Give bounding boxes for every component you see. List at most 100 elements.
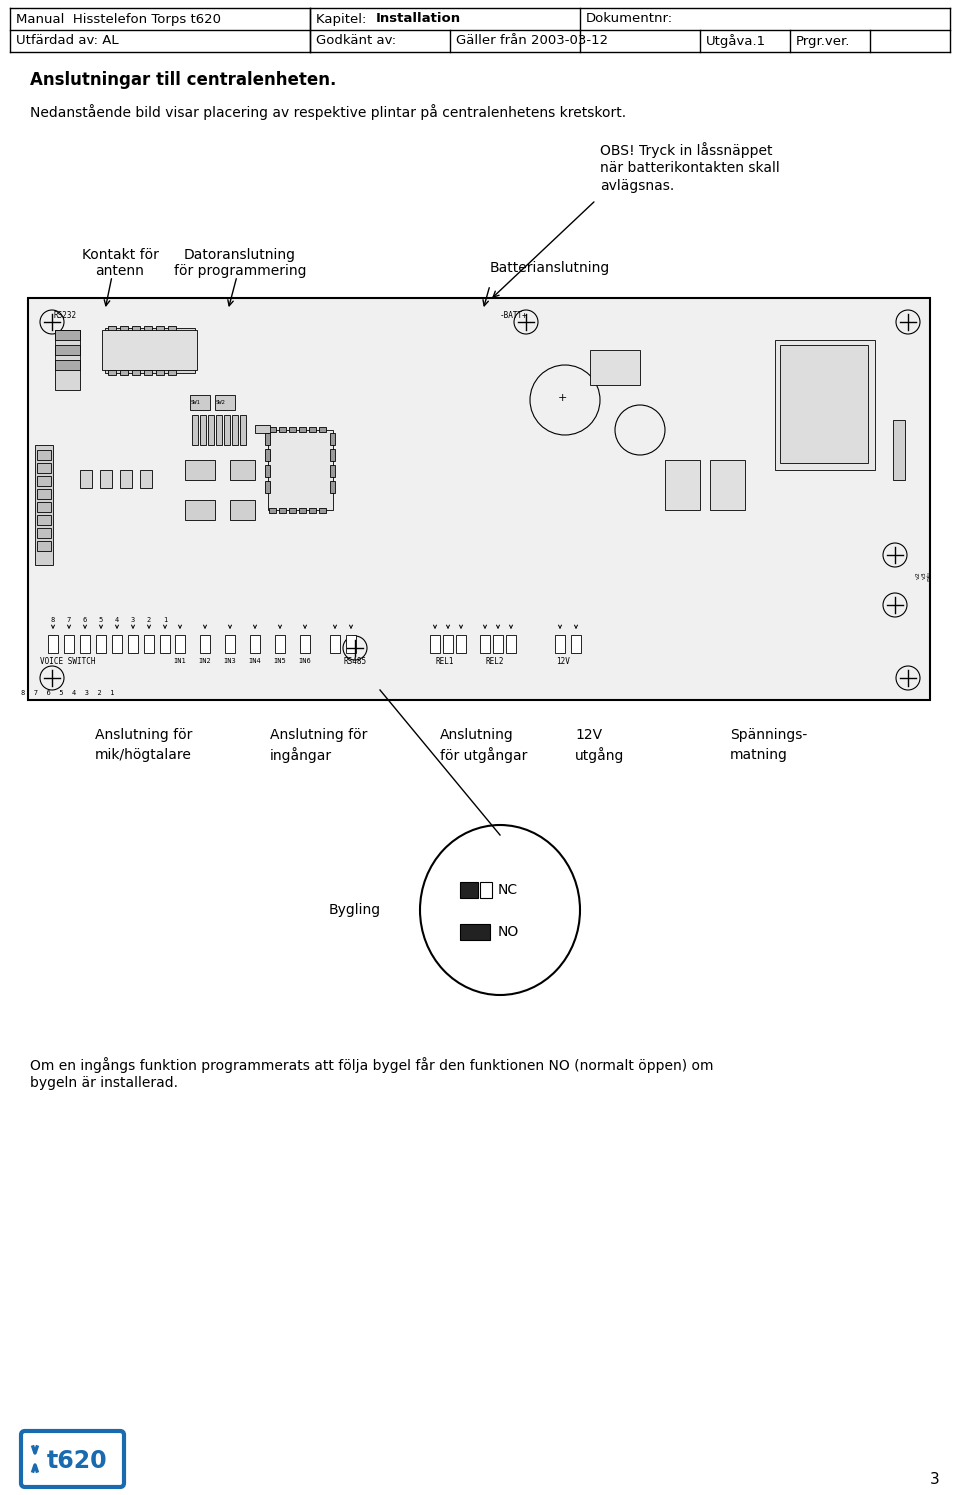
- Text: Bygling: Bygling: [329, 903, 381, 916]
- Bar: [230, 460, 255, 480]
- Bar: [200, 416, 206, 446]
- Text: RS485: RS485: [344, 656, 367, 665]
- Bar: [225, 635, 235, 653]
- Bar: [35, 446, 53, 565]
- Text: mik/högtalare: mik/högtalare: [95, 748, 192, 762]
- Bar: [443, 635, 453, 653]
- Bar: [140, 469, 152, 487]
- Bar: [330, 481, 335, 493]
- Text: utgång: utgång: [575, 748, 624, 762]
- Bar: [289, 428, 296, 432]
- Text: SW2: SW2: [216, 401, 226, 405]
- Bar: [144, 635, 154, 653]
- Text: t620: t620: [47, 1449, 108, 1473]
- Text: 5: 5: [99, 617, 103, 623]
- Text: IN5: IN5: [274, 658, 286, 664]
- Bar: [230, 499, 255, 520]
- Text: VOICE SWITCH: VOICE SWITCH: [40, 656, 96, 665]
- Bar: [96, 635, 106, 653]
- Text: RS232: RS232: [53, 311, 76, 320]
- Bar: [120, 369, 128, 375]
- FancyBboxPatch shape: [21, 1431, 124, 1488]
- Bar: [37, 514, 51, 525]
- Bar: [319, 508, 326, 513]
- Text: antenn: antenn: [96, 265, 144, 278]
- Bar: [120, 326, 128, 330]
- Bar: [265, 465, 270, 477]
- Bar: [268, 431, 333, 510]
- Bar: [780, 345, 868, 463]
- Text: -BATT+: -BATT+: [500, 311, 528, 320]
- Bar: [102, 330, 197, 369]
- Text: Utfärdad av: AL: Utfärdad av: AL: [16, 34, 119, 48]
- Text: Spännings-: Spännings-: [730, 728, 807, 742]
- Bar: [775, 339, 875, 469]
- Bar: [208, 416, 214, 446]
- Text: REL2: REL2: [486, 656, 504, 665]
- Bar: [506, 635, 516, 653]
- Bar: [120, 469, 132, 487]
- Bar: [132, 369, 140, 375]
- Text: Dokumentnr:: Dokumentnr:: [586, 12, 673, 25]
- Bar: [232, 416, 238, 446]
- Bar: [309, 428, 316, 432]
- Text: 12V: 12V: [556, 656, 570, 665]
- Bar: [300, 635, 310, 653]
- Text: IN6: IN6: [299, 658, 311, 664]
- Bar: [144, 326, 152, 330]
- Text: SW1: SW1: [191, 401, 201, 405]
- Bar: [55, 330, 80, 390]
- Bar: [346, 635, 356, 653]
- Ellipse shape: [420, 825, 580, 996]
- Bar: [215, 395, 235, 410]
- Text: 8: 8: [51, 617, 55, 623]
- Text: 1: 1: [163, 617, 167, 623]
- Text: REL1: REL1: [436, 656, 454, 665]
- Text: Nedanstående bild visar placering av respektive plintar på centralenhetens krets: Nedanstående bild visar placering av res…: [30, 105, 626, 120]
- Bar: [105, 327, 195, 372]
- Bar: [156, 326, 164, 330]
- Bar: [240, 416, 246, 446]
- Text: Installation: Installation: [376, 12, 461, 25]
- Bar: [216, 416, 222, 446]
- Text: för programmering: för programmering: [174, 265, 306, 278]
- Text: 4: 4: [115, 617, 119, 623]
- Text: Om en ingångs funktion programmerats att följa bygel får den funktionen NO (norm: Om en ingångs funktion programmerats att…: [30, 1057, 713, 1073]
- Bar: [28, 298, 930, 700]
- Bar: [710, 460, 745, 510]
- Bar: [132, 326, 140, 330]
- Bar: [330, 448, 335, 460]
- Bar: [299, 508, 306, 513]
- Text: 12V: 12V: [575, 728, 602, 742]
- Bar: [37, 450, 51, 460]
- Bar: [665, 460, 700, 510]
- Text: NC: NC: [498, 884, 518, 897]
- Text: 6: 6: [83, 617, 87, 623]
- Bar: [37, 475, 51, 486]
- Text: +: +: [558, 393, 566, 404]
- Text: 2: 2: [147, 617, 151, 623]
- Bar: [279, 428, 286, 432]
- Bar: [192, 416, 198, 446]
- Bar: [108, 326, 116, 330]
- Bar: [55, 345, 80, 354]
- Text: IN4: IN4: [249, 658, 261, 664]
- Bar: [460, 924, 490, 940]
- Bar: [279, 508, 286, 513]
- Text: bygeln är installerad.: bygeln är installerad.: [30, 1076, 178, 1090]
- Text: 3: 3: [131, 617, 135, 623]
- Bar: [100, 469, 112, 487]
- Bar: [265, 481, 270, 493]
- Text: för utgångar: för utgångar: [440, 748, 527, 762]
- Bar: [80, 469, 92, 487]
- Text: Prgr.ver.: Prgr.ver.: [796, 34, 851, 48]
- Text: Gäller från 2003-03-12: Gäller från 2003-03-12: [456, 34, 608, 48]
- Bar: [156, 369, 164, 375]
- Bar: [265, 434, 270, 446]
- Text: Batterianslutning: Batterianslutning: [490, 262, 611, 275]
- Bar: [330, 635, 340, 653]
- Bar: [168, 326, 176, 330]
- Text: OBS! Tryck in låssnäppet: OBS! Tryck in låssnäppet: [600, 142, 773, 158]
- Bar: [893, 420, 905, 480]
- Bar: [330, 465, 335, 477]
